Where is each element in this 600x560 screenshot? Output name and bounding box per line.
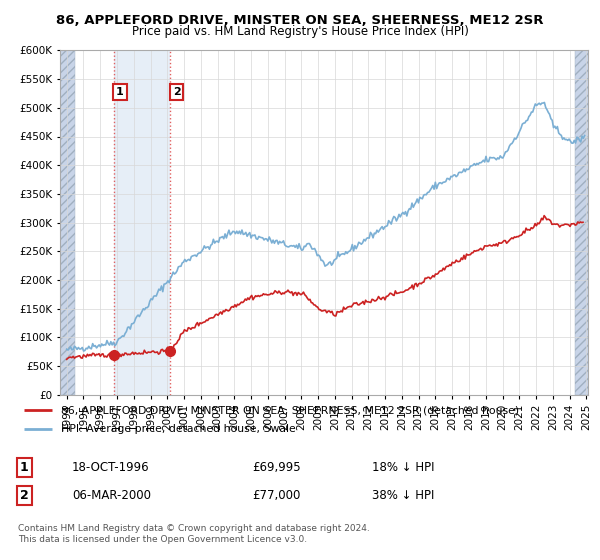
Text: 06-MAR-2000: 06-MAR-2000	[72, 489, 151, 502]
Bar	[113, 50, 170, 395]
Text: HPI: Average price, detached house, Swale: HPI: Average price, detached house, Swal…	[61, 424, 296, 433]
Text: 1: 1	[116, 87, 124, 97]
Text: Price paid vs. HM Land Registry's House Price Index (HPI): Price paid vs. HM Land Registry's House …	[131, 25, 469, 38]
Text: Contains HM Land Registry data © Crown copyright and database right 2024.
This d: Contains HM Land Registry data © Crown c…	[18, 524, 370, 544]
Text: 2: 2	[173, 87, 181, 97]
Text: 18-OCT-1996: 18-OCT-1996	[72, 461, 149, 474]
Text: 38% ↓ HPI: 38% ↓ HPI	[372, 489, 434, 502]
Bar	[58, 50, 75, 395]
Text: 86, APPLEFORD DRIVE, MINSTER ON SEA, SHEERNESS, ME12 2SR: 86, APPLEFORD DRIVE, MINSTER ON SEA, SHE…	[56, 14, 544, 27]
Text: 86, APPLEFORD DRIVE, MINSTER ON SEA, SHEERNESS, ME12 2SR (detached house): 86, APPLEFORD DRIVE, MINSTER ON SEA, SHE…	[61, 405, 519, 415]
Text: 1: 1	[20, 461, 28, 474]
Bar	[575, 50, 595, 395]
Text: 2: 2	[20, 489, 28, 502]
Text: £77,000: £77,000	[252, 489, 301, 502]
Text: 18% ↓ HPI: 18% ↓ HPI	[372, 461, 434, 474]
Text: £69,995: £69,995	[252, 461, 301, 474]
